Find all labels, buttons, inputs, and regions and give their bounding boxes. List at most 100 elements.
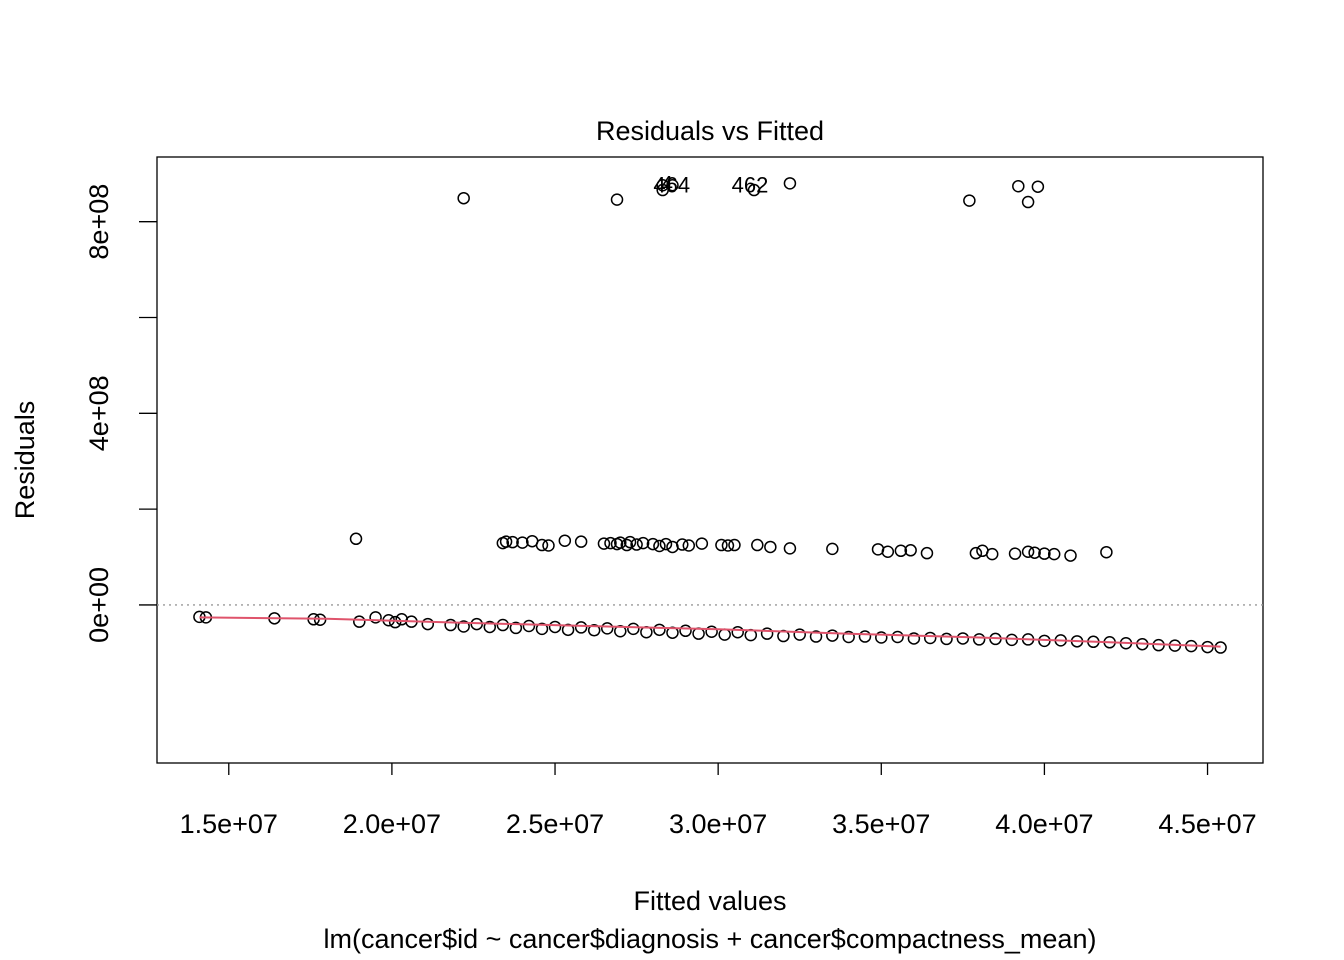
- data-point: [1214, 641, 1227, 654]
- data-point: [809, 630, 823, 643]
- data-point: [747, 183, 761, 197]
- data-point: [793, 628, 806, 641]
- data-point: [421, 617, 435, 631]
- data-point: [923, 631, 937, 645]
- data-point: [718, 628, 731, 641]
- data-point: [535, 538, 549, 552]
- point-label: 464: [653, 172, 690, 197]
- data-point: [904, 544, 917, 557]
- data-point: [1012, 179, 1025, 193]
- data-point: [826, 542, 839, 556]
- data-point: [444, 618, 457, 632]
- point-label: 462: [732, 172, 769, 197]
- data-point: [506, 535, 519, 549]
- data-point: [881, 545, 895, 558]
- y-tick-label: 8e+08: [84, 184, 114, 260]
- x-axis-label: Fitted values: [633, 886, 786, 916]
- data-point: [728, 538, 741, 552]
- data-point: [705, 625, 718, 638]
- plot-frame: [156, 156, 1264, 764]
- data-point: [457, 620, 470, 633]
- data-point: [695, 537, 709, 550]
- data-point: [721, 539, 735, 552]
- data-point: [623, 535, 637, 549]
- data-point: [614, 625, 627, 638]
- data-point: [969, 546, 983, 560]
- data-point: [516, 536, 529, 549]
- data-point: [369, 611, 382, 624]
- data-point: [353, 615, 366, 628]
- data-point: [676, 538, 689, 551]
- data-point: [940, 632, 953, 646]
- data-point: [783, 542, 797, 555]
- data-point: [826, 629, 839, 642]
- y-axis-label: Residuals: [10, 401, 40, 520]
- data-point: [558, 534, 572, 547]
- data-point: [1021, 545, 1035, 558]
- data-point: [614, 536, 627, 549]
- data-point: [636, 536, 650, 550]
- y-tick-label: 0e+00: [84, 567, 114, 643]
- data-point: [496, 618, 510, 632]
- smooth-curve: [199, 616, 1221, 648]
- data-point: [522, 619, 536, 633]
- data-point: [858, 630, 872, 643]
- x-tick-label: 2.5e+07: [506, 809, 604, 839]
- data-point: [610, 193, 624, 206]
- x-tick-label: 2.0e+07: [343, 809, 441, 839]
- data-point: [574, 535, 588, 548]
- data-points: [193, 177, 1227, 654]
- data-point: [646, 537, 660, 551]
- data-point: [597, 537, 611, 550]
- data-point: [731, 625, 744, 639]
- data-point: [656, 179, 669, 192]
- data-point: [875, 631, 888, 644]
- x-tick-label: 3.0e+07: [669, 809, 767, 839]
- data-point: [920, 546, 934, 560]
- data-point: [499, 535, 513, 548]
- data-point: [1038, 547, 1051, 560]
- point-labels: 464 462 4: [653, 171, 768, 197]
- x-tick-label: 4.5e+07: [1158, 809, 1256, 839]
- data-point: [574, 621, 588, 634]
- axes: 1.5e+07 2.0e+07 2.5e+07 3.0e+07 3.5e+07 4.0e+…: [84, 156, 1264, 839]
- data-point: [604, 536, 617, 550]
- x-tick-label: 3.5e+07: [832, 809, 930, 839]
- data-point: [630, 538, 643, 551]
- data-point: [1008, 547, 1022, 560]
- data-point: [894, 544, 908, 558]
- data-point: [542, 539, 555, 552]
- data-point: [1100, 545, 1113, 559]
- data-point: [956, 632, 970, 645]
- data-point: [783, 177, 797, 190]
- data-point: [715, 538, 728, 552]
- data-point: [1047, 547, 1061, 561]
- data-point: [349, 532, 363, 546]
- data-point: [891, 630, 904, 644]
- data-point: [972, 633, 986, 646]
- data-point: [561, 623, 575, 637]
- x-tick-label: 1.5e+07: [180, 809, 278, 839]
- data-point: [682, 539, 696, 552]
- data-point: [1031, 180, 1045, 193]
- data-point: [535, 622, 549, 636]
- data-point: [907, 632, 921, 645]
- data-point: [751, 538, 764, 552]
- data-point: [620, 538, 634, 552]
- data-point: [963, 194, 976, 207]
- data-point: [457, 191, 470, 205]
- chart-title: Residuals vs Fitted: [596, 116, 824, 146]
- data-point: [600, 622, 614, 635]
- data-point: [764, 540, 777, 554]
- data-point: [1005, 633, 1019, 647]
- data-point: [483, 620, 497, 634]
- x-axis-subtitle: lm(cancer$id ~ cancer$diagnosis + cancer…: [324, 924, 1097, 954]
- smooth-line: [199, 616, 1221, 648]
- data-point: [842, 630, 855, 644]
- data-point: [548, 620, 562, 634]
- data-point: [388, 615, 402, 629]
- data-point: [509, 621, 523, 635]
- data-point: [760, 627, 774, 640]
- point-label: 4: [661, 171, 673, 196]
- data-point: [985, 547, 999, 561]
